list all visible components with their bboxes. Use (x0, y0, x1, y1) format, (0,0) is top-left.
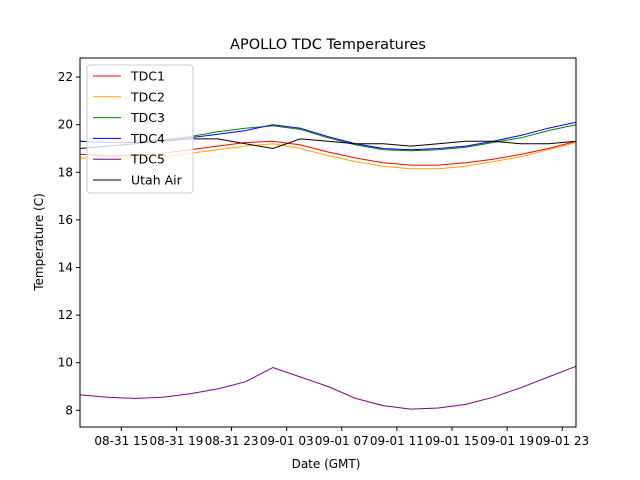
legend-label: TDC4 (130, 131, 165, 146)
legend-label: TDC2 (130, 89, 165, 104)
y-tick-label: 22 (58, 70, 73, 84)
x-axis-label: Date (GMT) (292, 457, 361, 471)
x-axis: 08-31 15 08-31 19 08-31 23 09-01 03 09-01 07… (94, 427, 589, 448)
y-tick-label: 16 (58, 213, 73, 227)
y-tick-label: 8 (65, 403, 73, 417)
x-tick-label: 08-31 23 (205, 434, 259, 448)
x-tick-label: 09-01 07 (315, 434, 369, 448)
legend-label: Utah Air (131, 173, 183, 188)
x-tick-label: 09-01 23 (535, 434, 589, 448)
y-axis: 8 10 12 14 16 18 20 22 (58, 70, 80, 417)
legend-label: TDC3 (130, 110, 165, 125)
x-tick-label: 09-01 19 (480, 434, 534, 448)
chart-title: APOLLO TDC Temperatures (230, 37, 426, 53)
legend: TDC1 TDC2 TDC3 TDC4 TDC5 Utah Air (86, 64, 194, 194)
y-tick-label: 18 (58, 165, 73, 179)
y-tick-label: 10 (58, 356, 73, 370)
x-tick-label: 09-01 11 (370, 434, 424, 448)
legend-label: TDC1 (130, 69, 165, 84)
x-tick-label: 09-01 03 (260, 434, 314, 448)
y-tick-label: 20 (58, 118, 73, 132)
x-tick-label: 09-01 15 (425, 434, 479, 448)
plot-frame (79, 57, 577, 428)
y-tick-label: 14 (58, 260, 73, 274)
y-tick-label: 12 (58, 308, 73, 322)
x-tick-label: 08-31 15 (94, 434, 148, 448)
series-line-tdc5 (79, 365, 577, 410)
legend-label: TDC5 (130, 152, 165, 167)
x-tick-label: 08-31 19 (149, 434, 203, 448)
y-axis-label: Temperature (C) (32, 193, 46, 292)
